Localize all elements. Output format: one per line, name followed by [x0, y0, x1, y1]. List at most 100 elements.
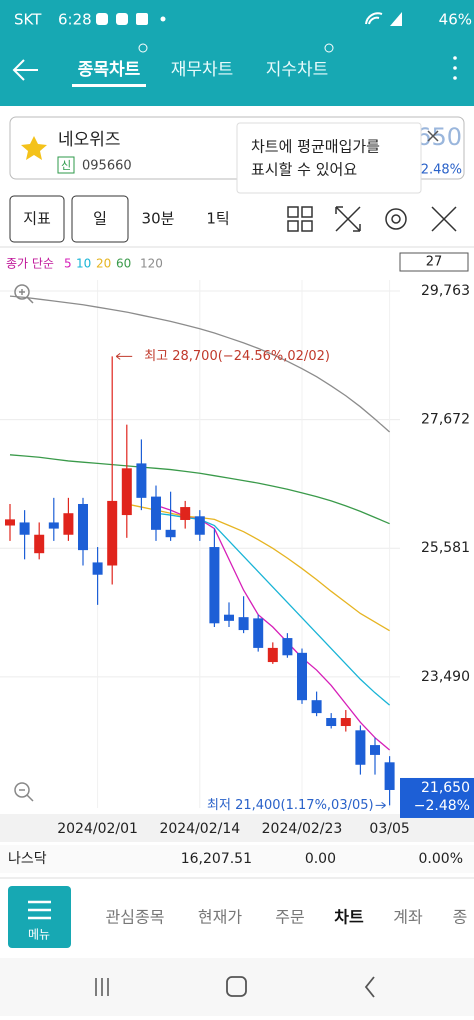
- candle-body: [326, 718, 337, 727]
- candle-body: [151, 496, 161, 530]
- zoom-icon: [19, 789, 34, 802]
- candle-body: [267, 647, 278, 663]
- y-tick-label: 25,581: [421, 540, 470, 556]
- tooltip: [236, 122, 422, 194]
- nav-item[interactable]: 종: [453, 908, 468, 927]
- status-icon: [96, 13, 108, 25]
- tab-badge: [138, 43, 148, 53]
- stock-change: 2.48%: [421, 163, 462, 178]
- signal-icon: [390, 12, 402, 26]
- tab-badge: [324, 43, 334, 53]
- favorite-star[interactable]: [21, 136, 47, 160]
- toolbar-button[interactable]: [9, 195, 65, 243]
- system-nav: [0, 958, 474, 1016]
- count: 27: [426, 255, 443, 270]
- menu-icon: [28, 900, 51, 920]
- tab[interactable]: 재무차트: [171, 60, 234, 80]
- candle-body: [92, 562, 103, 575]
- ma-line: [9, 454, 390, 525]
- menu-label: 메뉴: [28, 928, 50, 942]
- x-tick-label: 2024/02/14: [159, 821, 240, 837]
- tab-active[interactable]: 종목차트: [78, 60, 141, 80]
- candle-body: [282, 638, 293, 656]
- legend-entry: 20: [96, 257, 111, 271]
- more-menu[interactable]: [453, 56, 457, 80]
- system-back-button[interactable]: [364, 976, 375, 998]
- tab-indicator: [72, 84, 146, 87]
- candle-body: [121, 468, 132, 516]
- candle-body: [355, 730, 366, 765]
- x-tick-label: 2024/02/23: [262, 821, 343, 837]
- home-button[interactable]: [226, 976, 247, 997]
- index-rate: 0.00%: [419, 851, 463, 867]
- badge-box: [57, 156, 75, 174]
- candle-body: [253, 618, 264, 648]
- zoom-icon: [19, 289, 34, 304]
- toolbar-label: 일: [93, 210, 107, 228]
- candle-body: [340, 718, 351, 727]
- candle-body: [384, 762, 395, 790]
- candle-body: [34, 534, 45, 554]
- index-name: 나스닥: [8, 851, 47, 867]
- toolbar-label[interactable]: 30분: [142, 210, 175, 228]
- legend-entry: 120: [140, 257, 163, 271]
- candle-body: [5, 519, 15, 526]
- candle-body: [297, 652, 307, 701]
- x-tick-label: 2024/02/01: [57, 821, 138, 837]
- candle-body: [370, 745, 380, 755]
- toolbar-label: 지표: [23, 210, 51, 228]
- price-tag-price: 21,650: [421, 780, 470, 796]
- battery: 46%: [439, 11, 472, 29]
- stock-badge: 신: [61, 159, 71, 172]
- nav-item[interactable]: 계좌: [393, 908, 423, 927]
- ma-line: [9, 295, 391, 433]
- y-tick-label: 29,763: [421, 283, 470, 299]
- candle-body: [19, 522, 30, 535]
- nav-item[interactable]: 관심종목: [106, 908, 165, 927]
- price-tag: [400, 777, 474, 818]
- legend-entry: 60: [116, 257, 131, 271]
- date-axis-bg: [0, 814, 474, 842]
- header-bg: [0, 0, 474, 106]
- x-tick-label: 03/05: [369, 821, 409, 837]
- index-change: 0.00: [305, 851, 336, 867]
- toolbar-label[interactable]: 1틱: [206, 210, 229, 228]
- index-value: 16,207.51: [181, 851, 252, 867]
- toolbar-icons[interactable]: [287, 206, 457, 232]
- candle-body: [165, 529, 176, 538]
- candle-body: [136, 463, 147, 498]
- recents-button[interactable]: [95, 978, 109, 996]
- nav-item[interactable]: 현재가: [198, 908, 242, 927]
- candle-body: [107, 500, 118, 566]
- candle-body: [78, 503, 88, 551]
- status-dot: [160, 16, 166, 22]
- candle-body: [63, 513, 74, 535]
- back-button[interactable]: [12, 59, 38, 81]
- y-tick-label: 27,672: [421, 412, 470, 428]
- stock-code: 095660: [82, 159, 132, 174]
- price-tag-change: −2.48%: [414, 798, 470, 814]
- time: 6:28: [58, 11, 92, 29]
- low-annotation: 최저 21,400(1.17%,03/05): [207, 798, 374, 813]
- low-arrow: [375, 801, 386, 809]
- tab[interactable]: 지수차트: [266, 60, 329, 80]
- zoom-icon[interactable]: [14, 782, 30, 798]
- tooltip-close[interactable]: [427, 130, 439, 142]
- stock-name: 네오위즈: [58, 130, 121, 150]
- count-box: [399, 252, 469, 272]
- carrier: SKT: [14, 11, 42, 29]
- nav-item[interactable]: 주문: [275, 908, 304, 927]
- ma-label: 종가 단순: [6, 257, 54, 271]
- index-row-bg: [0, 845, 474, 873]
- candle-body: [194, 516, 205, 535]
- high-annotation: 최고 28,700(−24.56%,02/02): [144, 349, 330, 364]
- nav-item[interactable]: 차트: [334, 908, 364, 927]
- status-icon: [116, 13, 128, 25]
- candle-body: [209, 547, 220, 624]
- candle-body: [311, 700, 322, 714]
- toolbar-button[interactable]: [71, 195, 129, 243]
- zoom-icon[interactable]: [14, 284, 30, 300]
- candle-body: [224, 614, 234, 621]
- y-tick-label: 23,490: [421, 669, 470, 685]
